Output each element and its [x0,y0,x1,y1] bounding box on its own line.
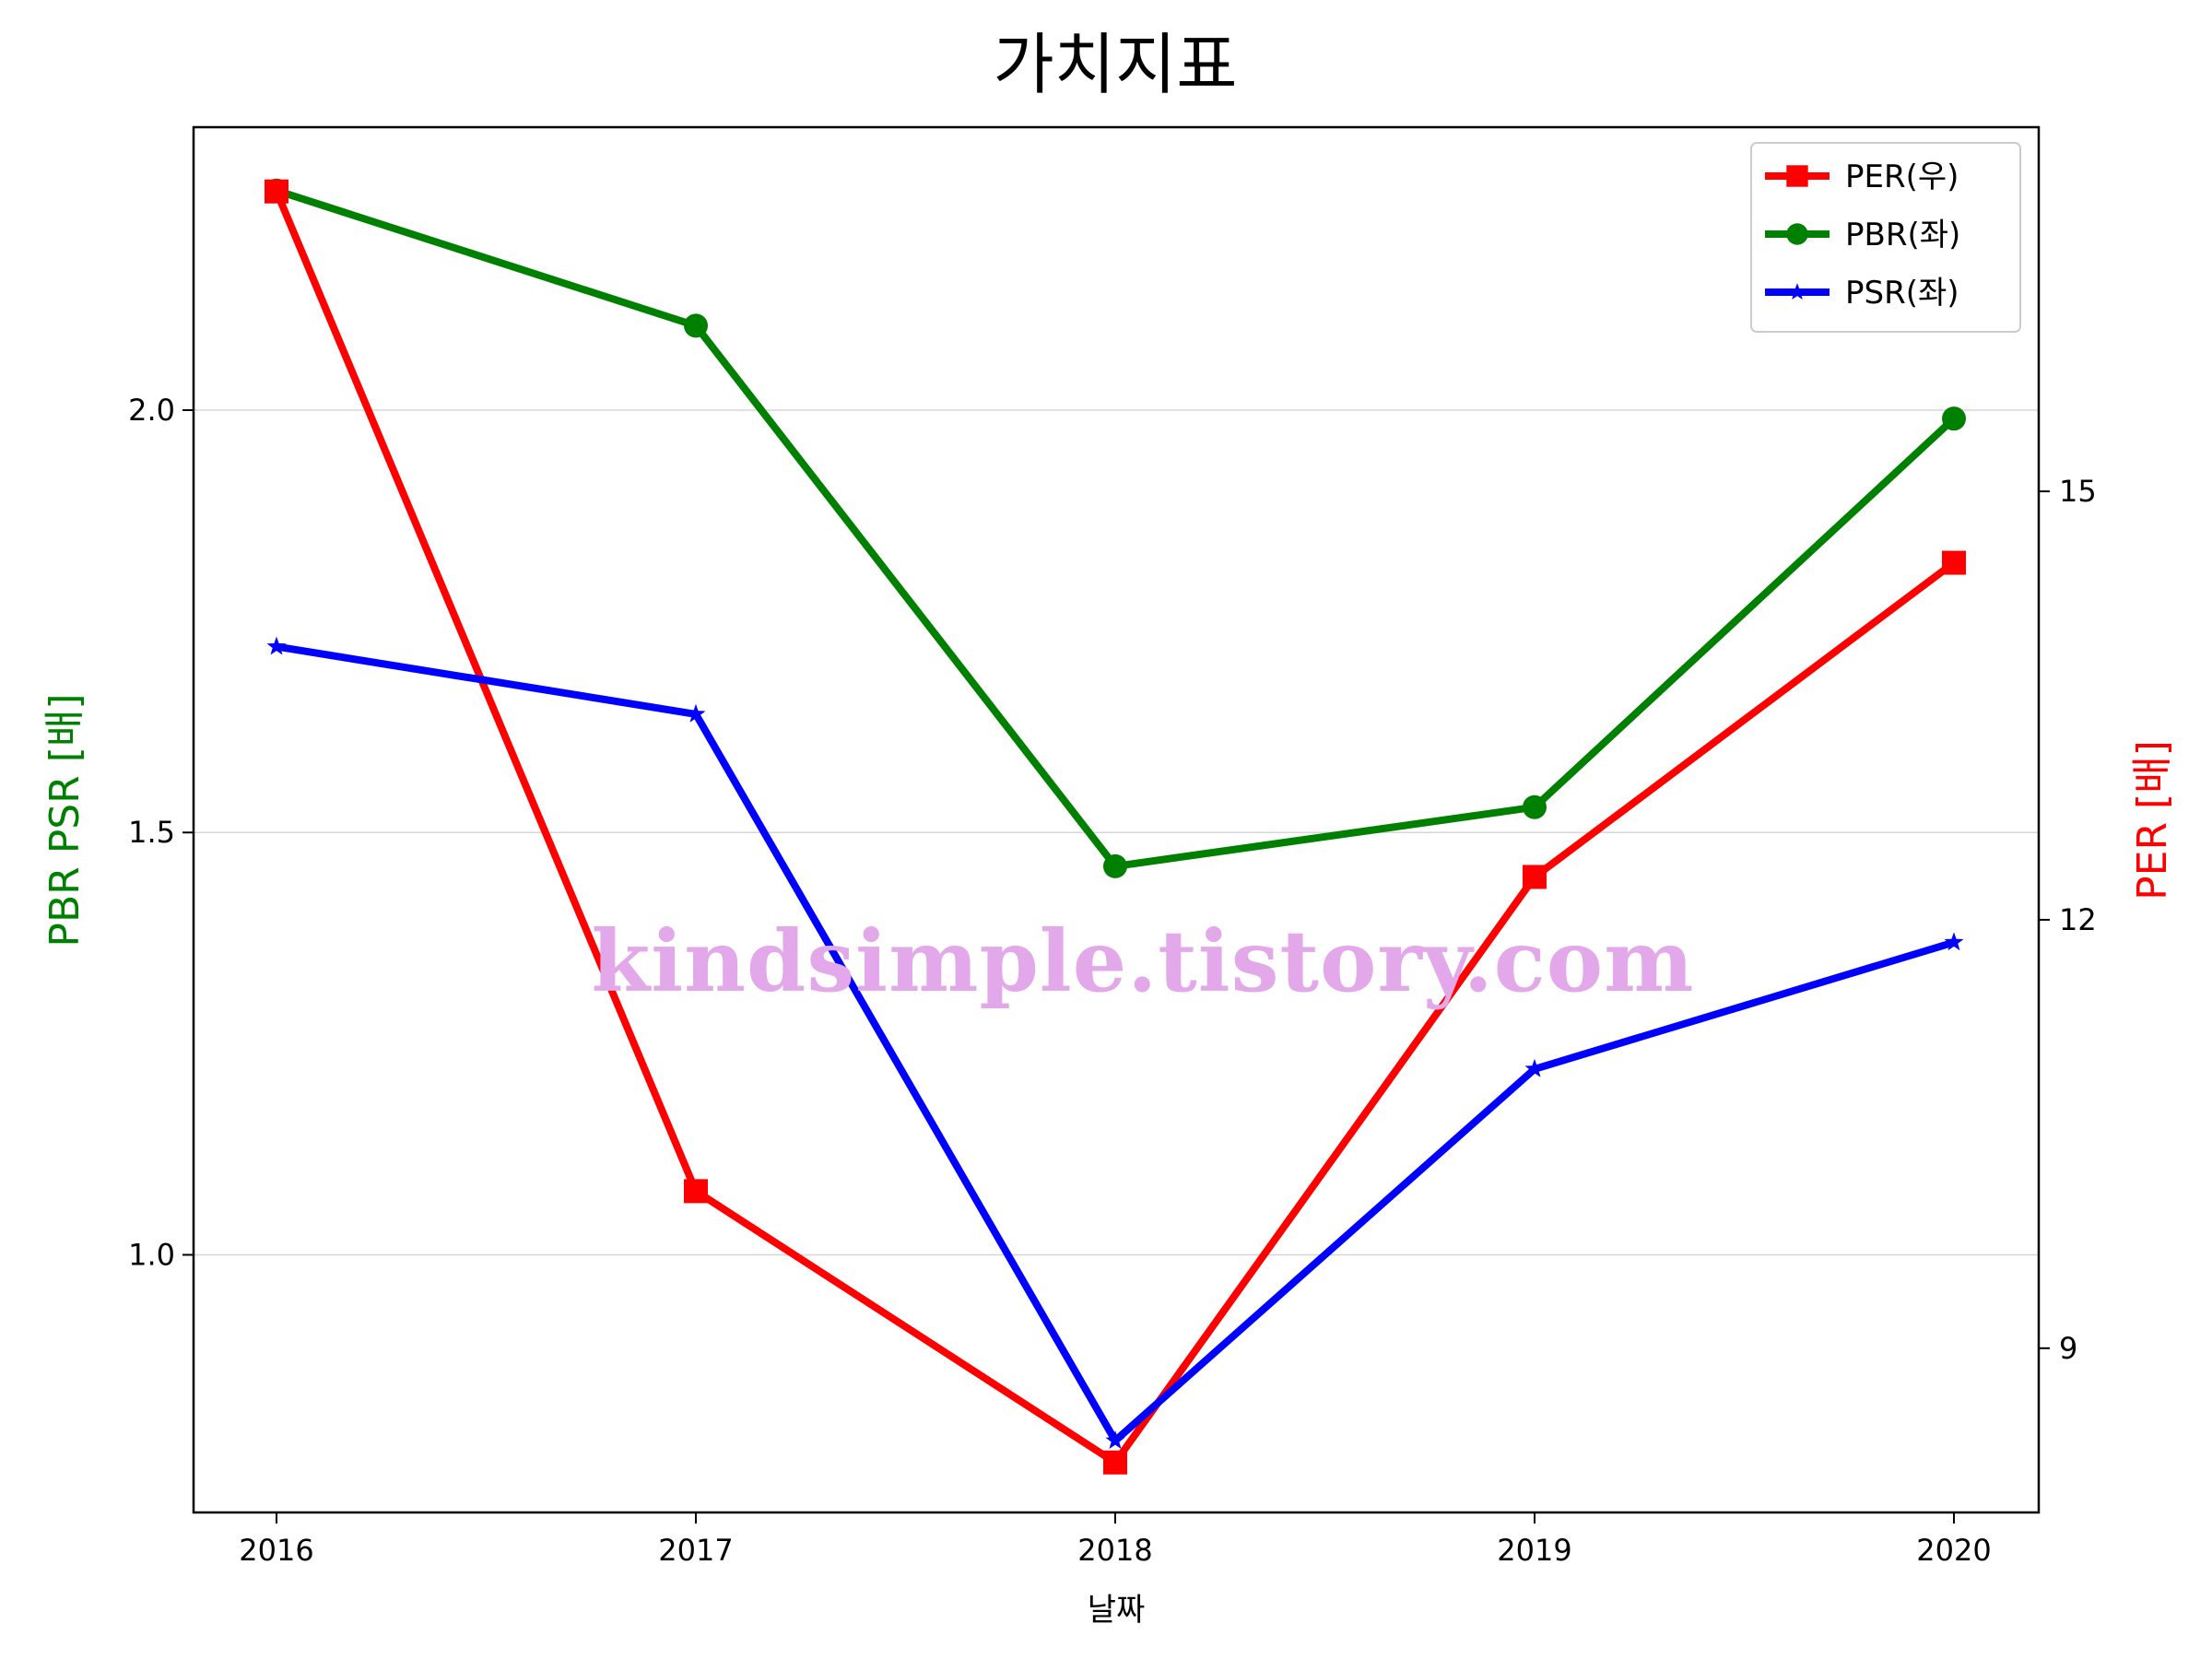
x-tick-label: 2017 [658,1533,733,1568]
pbr-point [684,313,708,338]
x-tick-label: 2020 [1916,1533,1991,1568]
psr-point [1524,1058,1545,1077]
pbr-point [1103,853,1127,878]
axis-ticks: 1.0 1.5 2.0 9 12 15 2016 2017 2018 2019 2020 [128,393,2097,1568]
per-point [1523,865,1547,889]
pbr-point [1942,406,1966,431]
per-point [1103,1450,1127,1475]
x-tick-label: 2018 [1077,1533,1152,1568]
left-y-tick-label: 2.0 [128,393,175,428]
series-markers [265,178,1966,1475]
per-point [1942,550,1966,575]
legend-box [1750,142,2021,333]
per-point [265,179,288,204]
legend-items: PER(우) PBR(좌) PSR(좌) [1765,159,1960,312]
legend-label-psr: PSR(좌) [1845,275,1959,312]
legend-marker-pbr [1786,223,1808,245]
per-point [684,1179,708,1204]
chart-title: 가치지표 [994,26,1238,103]
legend: PER(우) PBR(좌) PSR(좌) [1750,142,2021,333]
psr-point [686,703,706,723]
psr-point [1105,1430,1125,1449]
psr-point [266,636,287,655]
x-tick-label: 2016 [239,1533,313,1568]
left-y-tick-label: 1.0 [128,1237,175,1272]
right-y-tick-label: 15 [2059,474,2097,509]
psr-point [1944,932,1964,951]
left-y-axis-label: PBR PSR [배] [41,693,88,947]
pbr-point [1523,794,1547,819]
right-y-axis-label: PER [배] [2129,740,2176,900]
gridlines [194,409,2039,1256]
legend-label-per: PER(우) [1845,159,1959,195]
watermark: kindsimple.tistory.com [591,912,1694,1011]
right-y-tick-label: 9 [2059,1331,2077,1366]
legend-marker-per [1786,165,1808,187]
legend-marker-psr [1788,283,1806,300]
right-y-tick-label: 12 [2059,902,2097,937]
x-axis-label: 날짜 [1088,1592,1146,1629]
legend-label-pbr: PBR(좌) [1845,217,1960,253]
x-tick-label: 2019 [1497,1533,1571,1568]
left-y-tick-label: 1.5 [128,815,175,850]
